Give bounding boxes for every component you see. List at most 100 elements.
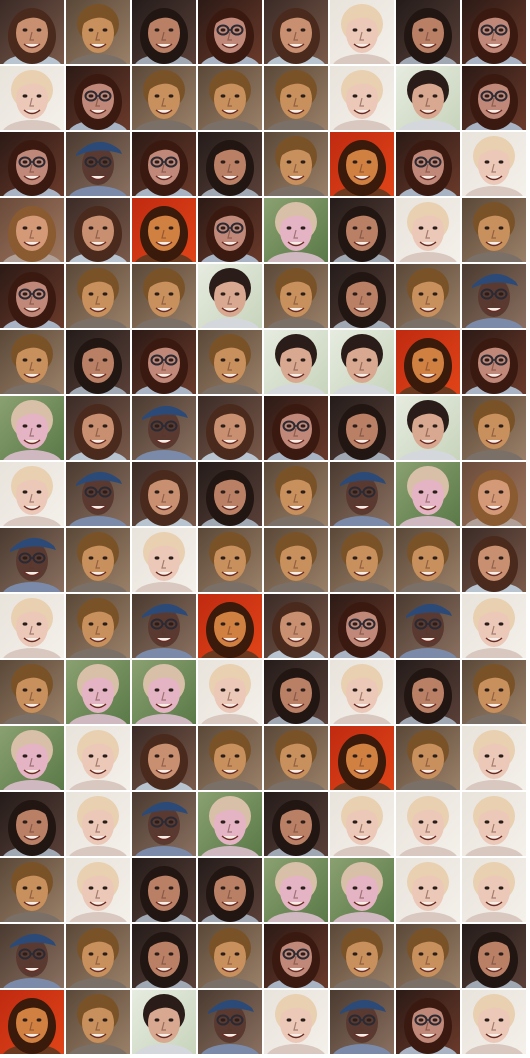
face-thumbnail bbox=[198, 462, 262, 526]
face-thumbnail bbox=[66, 396, 130, 460]
face-thumbnail bbox=[132, 924, 196, 988]
face-thumbnail bbox=[198, 726, 262, 790]
face-thumbnail bbox=[396, 132, 460, 196]
face-thumbnail bbox=[0, 924, 64, 988]
face-thumbnail bbox=[462, 924, 526, 988]
face-thumbnail bbox=[264, 660, 328, 724]
face-thumbnail bbox=[396, 330, 460, 394]
face-thumbnail bbox=[0, 594, 64, 658]
face-thumbnail bbox=[0, 858, 64, 922]
face-thumbnail bbox=[462, 132, 526, 196]
face-thumbnail bbox=[132, 0, 196, 64]
face-thumbnail bbox=[330, 858, 394, 922]
face-thumbnail bbox=[396, 198, 460, 262]
face-thumbnail bbox=[132, 660, 196, 724]
face-thumbnail bbox=[0, 528, 64, 592]
face-thumbnail bbox=[0, 660, 64, 724]
face-thumbnail bbox=[462, 990, 526, 1054]
face-thumbnail bbox=[0, 66, 64, 130]
face-thumbnail bbox=[396, 858, 460, 922]
face-thumbnail bbox=[198, 264, 262, 328]
face-thumbnail bbox=[330, 396, 394, 460]
face-thumbnail bbox=[264, 990, 328, 1054]
face-thumbnail bbox=[198, 132, 262, 196]
face-thumbnail bbox=[198, 594, 262, 658]
face-thumbnail bbox=[132, 66, 196, 130]
face-thumbnail bbox=[132, 726, 196, 790]
face-thumbnail bbox=[462, 594, 526, 658]
face-thumbnail bbox=[264, 0, 328, 64]
face-thumbnail bbox=[132, 462, 196, 526]
face-thumbnail bbox=[0, 264, 64, 328]
face-thumbnail bbox=[264, 462, 328, 526]
face-thumbnail bbox=[66, 0, 130, 64]
face-thumbnail bbox=[396, 528, 460, 592]
face-thumbnail bbox=[0, 198, 64, 262]
face-thumbnail bbox=[132, 792, 196, 856]
face-thumbnail bbox=[330, 924, 394, 988]
face-thumbnail bbox=[198, 792, 262, 856]
face-thumbnail bbox=[462, 396, 526, 460]
face-thumbnail bbox=[330, 330, 394, 394]
face-thumbnail bbox=[462, 66, 526, 130]
face-thumbnail bbox=[462, 264, 526, 328]
face-thumbnail bbox=[66, 528, 130, 592]
face-thumbnail bbox=[330, 990, 394, 1054]
face-thumbnail bbox=[66, 726, 130, 790]
face-thumbnail bbox=[462, 528, 526, 592]
face-thumbnail bbox=[264, 198, 328, 262]
face-thumbnail bbox=[132, 990, 196, 1054]
face-thumbnail bbox=[132, 858, 196, 922]
face-thumbnail bbox=[0, 990, 64, 1054]
face-thumbnail bbox=[198, 0, 262, 64]
face-thumbnail bbox=[66, 462, 130, 526]
face-thumbnail bbox=[264, 132, 328, 196]
face-thumbnail bbox=[66, 330, 130, 394]
face-thumbnail bbox=[132, 198, 196, 262]
face-thumbnail bbox=[462, 792, 526, 856]
face-thumbnail bbox=[264, 264, 328, 328]
face-thumbnail bbox=[198, 660, 262, 724]
face-thumbnail bbox=[132, 528, 196, 592]
face-thumbnail bbox=[330, 66, 394, 130]
face-thumbnail bbox=[330, 792, 394, 856]
face-thumbnail bbox=[66, 660, 130, 724]
face-thumbnail bbox=[330, 264, 394, 328]
face-thumbnail bbox=[198, 528, 262, 592]
face-thumbnail bbox=[330, 0, 394, 64]
face-thumbnail bbox=[396, 924, 460, 988]
face-thumbnail bbox=[330, 198, 394, 262]
face-thumbnail bbox=[198, 198, 262, 262]
face-thumbnail bbox=[132, 330, 196, 394]
face-thumbnail bbox=[396, 396, 460, 460]
face-thumbnail bbox=[330, 594, 394, 658]
face-thumbnail bbox=[0, 330, 64, 394]
face-thumbnail bbox=[462, 0, 526, 64]
face-thumbnail bbox=[66, 198, 130, 262]
face-thumbnail bbox=[396, 66, 460, 130]
face-thumbnail bbox=[132, 264, 196, 328]
face-thumbnail bbox=[462, 660, 526, 724]
face-thumbnail bbox=[66, 264, 130, 328]
face-thumbnail bbox=[198, 66, 262, 130]
face-thumbnail bbox=[66, 990, 130, 1054]
face-thumbnail bbox=[264, 858, 328, 922]
face-thumbnail bbox=[198, 396, 262, 460]
face-thumbnail bbox=[462, 858, 526, 922]
face-thumbnail bbox=[330, 132, 394, 196]
face-thumbnail bbox=[0, 792, 64, 856]
face-thumbnail bbox=[198, 924, 262, 988]
face-thumbnail bbox=[264, 396, 328, 460]
face-thumbnail bbox=[66, 132, 130, 196]
face-thumbnail bbox=[0, 132, 64, 196]
face-thumbnail bbox=[66, 924, 130, 988]
face-thumbnail bbox=[462, 462, 526, 526]
face-thumbnail bbox=[396, 264, 460, 328]
face-thumbnail bbox=[264, 594, 328, 658]
face-thumbnail bbox=[132, 132, 196, 196]
face-thumbnail bbox=[330, 462, 394, 526]
face-thumbnail bbox=[396, 0, 460, 64]
face-thumbnail bbox=[66, 66, 130, 130]
face-thumbnail bbox=[66, 792, 130, 856]
